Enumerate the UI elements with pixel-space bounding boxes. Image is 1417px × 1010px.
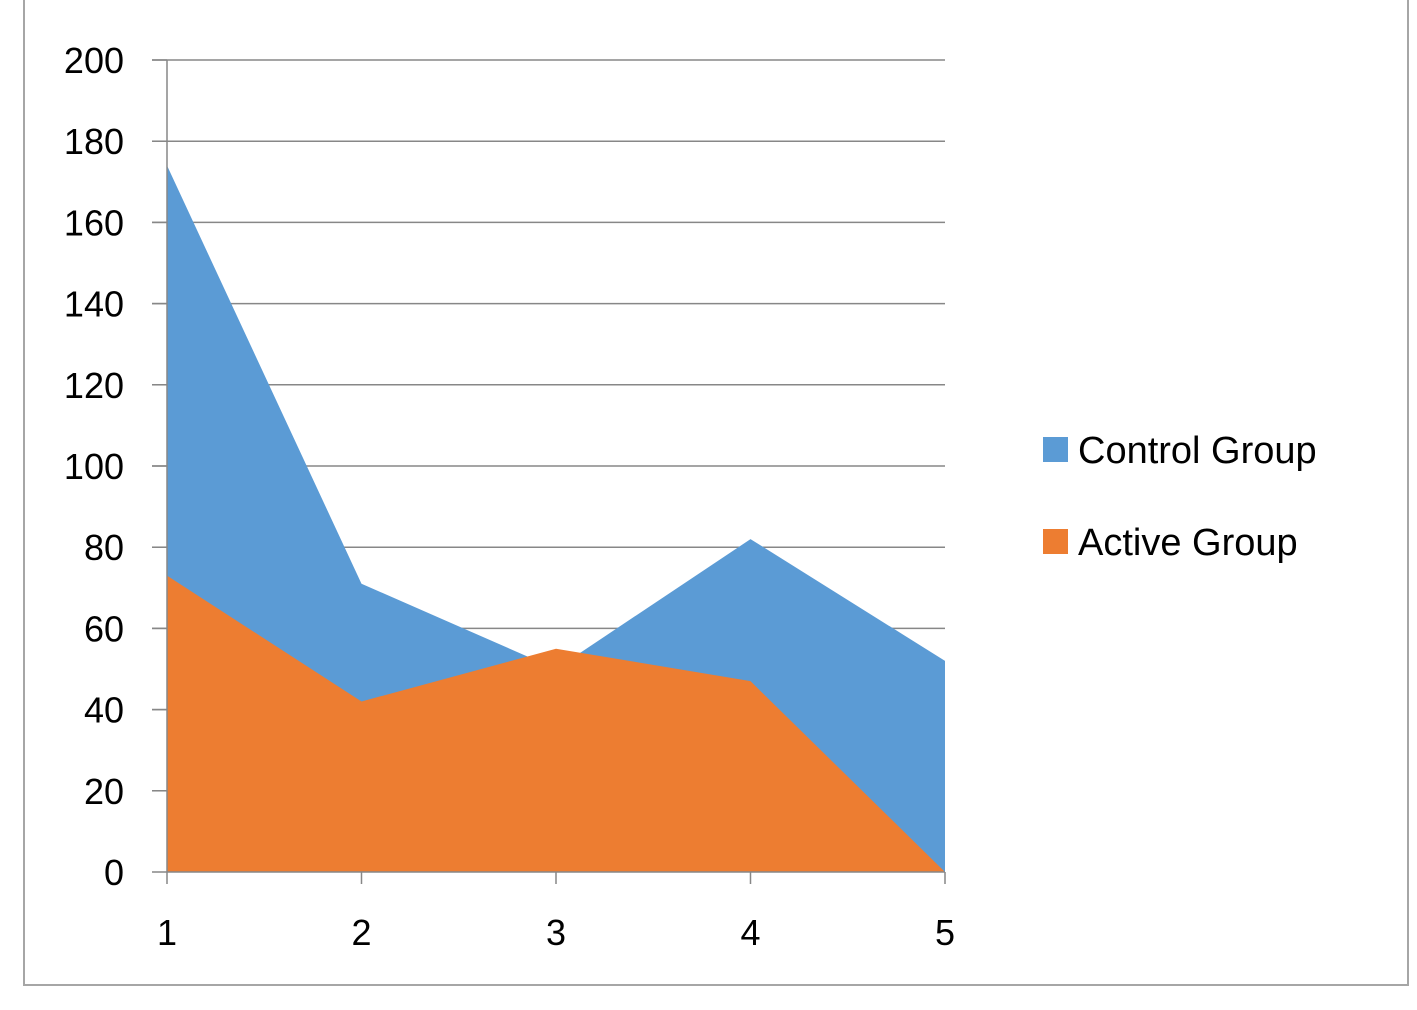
area-active-group [167, 575, 945, 872]
y-tick-labels: 0 20 40 60 80 100 120 140 160 180 200 [64, 40, 124, 893]
legend-label-active-group: Active Group [1078, 522, 1298, 564]
x-tick-label: 2 [351, 912, 371, 953]
y-tick-label: 180 [64, 121, 124, 162]
legend-swatch-control-group [1043, 437, 1068, 462]
y-tick-label: 0 [104, 852, 124, 893]
x-tick-label: 5 [935, 912, 955, 953]
y-tick-label: 80 [84, 527, 124, 568]
y-tick-label: 40 [84, 690, 124, 731]
y-tick-label: 160 [64, 202, 124, 243]
legend: Control Group Active Group [1043, 430, 1317, 564]
y-tick-label: 60 [84, 608, 124, 649]
series-areas [167, 165, 945, 872]
x-tick-label: 1 [157, 912, 177, 953]
x-tick-labels: 1 2 3 4 5 [157, 912, 955, 953]
y-tick-label: 100 [64, 446, 124, 487]
legend-label-control-group: Control Group [1078, 430, 1317, 472]
x-tick-label: 3 [546, 912, 566, 953]
legend-swatch-active-group [1043, 529, 1068, 554]
axes [166, 60, 946, 884]
y-tick-label: 140 [64, 284, 124, 325]
x-tick-label: 4 [740, 912, 760, 953]
y-tick-label: 120 [64, 365, 124, 406]
y-tick-label: 20 [84, 771, 124, 812]
y-tick-label: 200 [64, 40, 124, 81]
